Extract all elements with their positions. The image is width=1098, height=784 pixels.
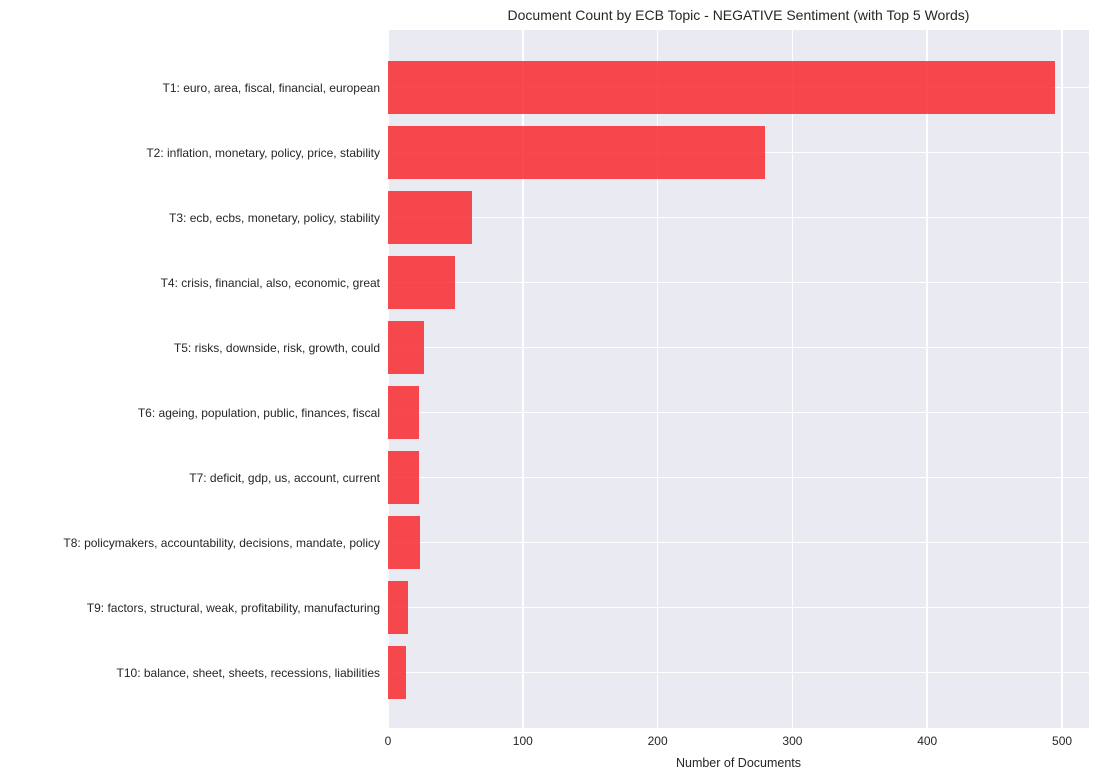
vertical-gridline xyxy=(1061,30,1063,728)
x-tick-label-500: 500 xyxy=(1052,734,1073,748)
horizontal-gridline xyxy=(388,476,1089,479)
horizontal-gridline xyxy=(388,671,1089,674)
horizontal-gridline xyxy=(388,281,1089,284)
vertical-gridline xyxy=(791,30,794,728)
x-tick-label-200: 200 xyxy=(647,734,668,748)
plot-area xyxy=(388,30,1089,728)
y-tick-label-topic-9: T9: factors, structural, weak, profitabi… xyxy=(86,600,380,615)
y-tick-label-topic-7: T7: deficit, gdp, us, account, current xyxy=(189,470,380,485)
bar-topic-4 xyxy=(388,256,456,309)
bar-topic-8 xyxy=(388,516,421,569)
bar-topic-10 xyxy=(388,646,406,699)
x-axis-label: Number of Documents xyxy=(675,756,802,770)
bar-topic-3 xyxy=(388,191,472,244)
vertical-gridline xyxy=(926,30,929,728)
bar-topic-6 xyxy=(388,386,419,439)
chart-title: Document Count by ECB Topic - NEGATIVE S… xyxy=(507,7,970,23)
x-tick-label-0: 0 xyxy=(384,734,392,748)
horizontal-gridline xyxy=(388,411,1089,414)
bar-topic-1 xyxy=(388,61,1056,114)
bar-topic-5 xyxy=(388,321,425,374)
x-tick-label-400: 400 xyxy=(917,734,938,748)
y-tick-label-topic-10: T10: balance, sheet, sheets, recessions,… xyxy=(116,665,380,680)
horizontal-gridline xyxy=(388,606,1089,609)
y-tick-label-topic-8: T8: policymakers, accountability, decisi… xyxy=(63,535,380,550)
bar-topic-7 xyxy=(388,451,419,504)
vertical-gridline xyxy=(388,30,389,728)
bar-topic-9 xyxy=(388,581,409,634)
y-tick-label-topic-3: T3: ecb, ecbs, monetary, policy, stabili… xyxy=(169,210,380,225)
vertical-gridline xyxy=(522,30,524,728)
y-tick-label-topic-4: T4: crisis, financial, also, economic, g… xyxy=(160,275,380,290)
y-tick-label-topic-2: T2: inflation, monetary, policy, price, … xyxy=(146,145,380,160)
x-tick-label-100: 100 xyxy=(512,734,533,748)
y-tick-label-topic-1: T1: euro, area, fiscal, financial, europ… xyxy=(162,80,380,95)
x-tick-label-300: 300 xyxy=(782,734,803,748)
horizontal-gridline xyxy=(388,541,1089,544)
horizontal-gridline xyxy=(388,216,1089,219)
y-tick-label-topic-5: T5: risks, downside, risk, growth, could xyxy=(173,340,380,355)
vertical-gridline xyxy=(656,30,659,728)
y-tick-label-topic-6: T6: ageing, population, public, finances… xyxy=(137,405,380,420)
horizontal-gridline xyxy=(388,346,1089,349)
bar-topic-2 xyxy=(388,126,766,179)
